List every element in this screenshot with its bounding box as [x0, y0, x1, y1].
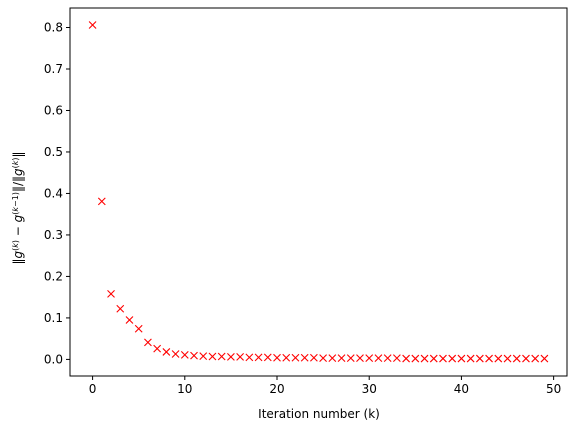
- y-tick-label: 0.7: [44, 62, 63, 76]
- y-tick-label: 0.6: [44, 103, 63, 117]
- data-point: [227, 353, 235, 361]
- data-point: [356, 354, 364, 363]
- data-point: [291, 353, 300, 362]
- x-tick-label: 0: [89, 382, 97, 396]
- data-point: [263, 353, 272, 362]
- data-point: [365, 354, 374, 363]
- data-point: [134, 324, 143, 333]
- data-point: [144, 338, 152, 347]
- y-axis-label: ‖g(k) − g(k−1)‖/‖g(k)‖: [11, 151, 26, 264]
- data-point: [199, 352, 208, 360]
- y-tick-label: 0.2: [44, 269, 63, 283]
- x-tick-label: 20: [269, 382, 284, 396]
- y-tick-label: 0.0: [44, 352, 63, 366]
- data-point: [475, 354, 484, 363]
- data-point: [180, 350, 189, 359]
- data-point: [217, 352, 226, 361]
- data-point: [337, 354, 346, 363]
- data-point: [531, 354, 540, 363]
- data-point: [429, 354, 438, 363]
- data-point: [494, 354, 503, 363]
- data-point: [190, 351, 198, 360]
- data-point: [282, 353, 291, 362]
- y-tick-label: 0.3: [44, 228, 63, 242]
- plot-frame: [69, 7, 568, 377]
- y-tick-label: 0.8: [44, 20, 63, 34]
- data-point: [245, 353, 254, 362]
- data-point: [512, 354, 521, 363]
- y-axis: 0.0 0.1 0.2 0.3 0.4 0.5 0.6 0.7 0.8: [44, 20, 70, 366]
- data-point: [116, 304, 125, 313]
- data-point: [97, 197, 106, 206]
- data-point: [374, 354, 383, 363]
- data-point: [346, 354, 355, 363]
- plot-area: [69, 7, 568, 377]
- data-point: [208, 352, 217, 361]
- data-point: [448, 354, 457, 363]
- x-tick-label: 10: [177, 382, 192, 396]
- x-tick-label: 50: [546, 382, 561, 396]
- data-point: [125, 316, 134, 324]
- data-point: [162, 348, 171, 356]
- data-point: [328, 354, 337, 363]
- y-tick-label: 0.5: [44, 145, 63, 159]
- data-point: [300, 353, 309, 362]
- y-tick-label: 0.4: [44, 186, 63, 200]
- data-point: [420, 354, 429, 363]
- data-point: [254, 353, 263, 362]
- data-point: [273, 353, 281, 362]
- data-series: [88, 21, 549, 363]
- data-point: [310, 353, 318, 362]
- data-point: [319, 354, 327, 363]
- data-point: [439, 354, 447, 363]
- x-tick-label: 30: [362, 382, 377, 396]
- data-point: [466, 354, 475, 363]
- data-point: [171, 350, 180, 358]
- data-point: [383, 354, 392, 363]
- data-point: [411, 354, 420, 363]
- data-point: [485, 354, 493, 363]
- data-point: [457, 354, 466, 363]
- data-point: [540, 354, 549, 363]
- data-point: [88, 21, 97, 29]
- data-point: [107, 289, 115, 298]
- data-point: [236, 353, 245, 361]
- data-point: [392, 354, 401, 363]
- data-point: [522, 354, 530, 363]
- data-point: [402, 354, 410, 363]
- y-tick-label: 0.1: [44, 311, 63, 325]
- x-tick-label: 40: [454, 382, 469, 396]
- data-point: [153, 344, 162, 353]
- data-point: [503, 354, 512, 363]
- x-axis-label: Iteration number (k): [258, 407, 380, 421]
- x-axis: 0 10 20 30 40 50: [89, 376, 561, 396]
